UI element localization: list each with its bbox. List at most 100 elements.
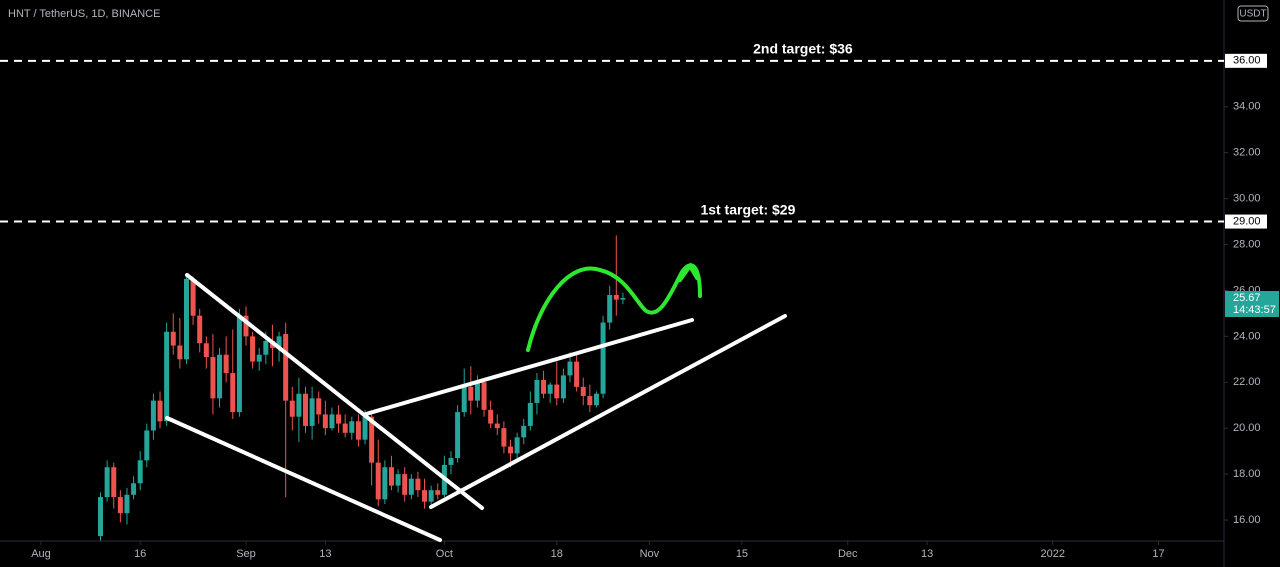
trend-line: [429, 314, 787, 509]
candle-body: [349, 421, 355, 433]
candle-body: [488, 409, 494, 424]
price-box-label: 36.00: [1233, 55, 1261, 67]
candle-body: [203, 343, 209, 358]
trend-line: [364, 318, 694, 416]
candle-body: [468, 386, 474, 401]
candle-body: [336, 414, 342, 424]
x-tick-label: 18: [551, 548, 563, 560]
candle-body: [170, 331, 176, 346]
candle-body: [388, 467, 394, 486]
candle-body: [521, 425, 527, 438]
last-price: 25.67: [1233, 292, 1261, 304]
countdown: 14:43:57: [1233, 304, 1276, 316]
candle-body: [289, 400, 295, 417]
candle-body: [474, 382, 480, 401]
y-tick-label: 16.00: [1233, 514, 1261, 526]
x-tick-label: Sep: [236, 548, 256, 560]
candle-body: [217, 354, 223, 399]
candle-body: [355, 421, 361, 440]
x-tick-label: Nov: [640, 548, 660, 560]
y-tick-label: 32.00: [1233, 147, 1261, 159]
candle-body: [481, 382, 487, 410]
target-annotation: 1st target: $29: [700, 201, 795, 217]
candle-body: [137, 460, 143, 484]
candle-body: [230, 373, 236, 413]
candle-body: [223, 354, 229, 374]
candle-body: [448, 458, 454, 465]
x-tick-label: 13: [921, 548, 933, 560]
x-tick-label: 16: [134, 548, 146, 560]
x-tick-label: Aug: [31, 548, 51, 560]
candle-body: [580, 386, 586, 397]
candle-body: [157, 400, 163, 422]
candle-body: [587, 396, 593, 406]
x-tick-label: Dec: [838, 548, 858, 560]
candle-body: [303, 393, 309, 426]
candle-body: [507, 446, 513, 454]
candle-body: [455, 412, 461, 459]
candle-body: [316, 398, 322, 415]
x-tick-label: 2022: [1040, 548, 1064, 560]
candle-body: [236, 315, 242, 413]
x-tick-label: 15: [736, 548, 748, 560]
candle-body: [283, 334, 289, 401]
candle-body: [183, 278, 189, 360]
candle-body: [117, 497, 123, 514]
candle-body: [342, 423, 348, 433]
candle-body: [428, 490, 434, 502]
last-price-box: [1225, 291, 1279, 318]
trend-line: [185, 273, 484, 510]
candle-body: [382, 467, 388, 500]
candle-body: [541, 379, 547, 394]
target-annotation: 2nd target: $36: [753, 41, 853, 57]
chart-title: HNT / TetherUS, 1D, BINANCE: [8, 8, 160, 20]
price-box-label: 29.00: [1233, 215, 1261, 227]
candle-body: [322, 414, 328, 429]
currency[interactable]: USDT: [1239, 9, 1266, 20]
currency-box[interactable]: [1237, 5, 1269, 22]
candle-body: [362, 416, 368, 440]
candle-body: [98, 497, 104, 537]
price-box: [1225, 214, 1267, 229]
candle-body: [124, 494, 130, 514]
candle-body: [250, 336, 256, 362]
candle-body: [369, 416, 375, 463]
candle-body: [547, 384, 553, 394]
candle-body: [494, 423, 500, 429]
candle-body: [111, 467, 117, 498]
x-tick-label: 17: [1152, 548, 1164, 560]
candle-body: [104, 467, 110, 498]
candle-body: [514, 437, 520, 454]
y-tick-label: 30.00: [1233, 193, 1261, 205]
candle-body: [210, 357, 216, 399]
candle-body: [276, 336, 282, 348]
candle-body: [197, 315, 203, 344]
candle-body: [150, 400, 156, 431]
x-tick-label: Oct: [436, 548, 453, 560]
y-tick-label: 22.00: [1233, 376, 1261, 388]
drawings: [165, 262, 787, 542]
price-box: [1225, 53, 1267, 68]
candle-body: [256, 354, 262, 362]
candle-body: [613, 295, 619, 300]
y-tick-label: 34.00: [1233, 101, 1261, 113]
candle-body: [408, 478, 414, 495]
candle-body: [190, 278, 196, 316]
candle-body: [415, 478, 421, 491]
candle-body: [554, 384, 560, 399]
candle-body: [607, 295, 613, 323]
candle-body: [177, 345, 183, 360]
candle-body: [422, 490, 428, 502]
y-tick-label: 24.00: [1233, 330, 1261, 342]
projection-curve: [526, 262, 702, 352]
y-tick-label: 20.00: [1233, 422, 1261, 434]
candle-body: [263, 340, 269, 355]
candle-body: [567, 361, 573, 376]
candle-body: [375, 462, 381, 500]
candle-body: [243, 315, 249, 337]
candle-body: [534, 379, 540, 403]
candle-body: [527, 402, 533, 426]
y-tick-label: 28.00: [1233, 238, 1261, 250]
